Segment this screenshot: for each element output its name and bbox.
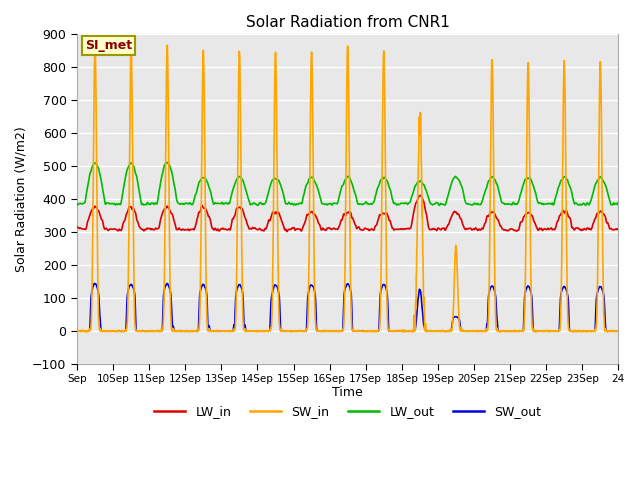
X-axis label: Time: Time — [332, 385, 363, 398]
Title: Solar Radiation from CNR1: Solar Radiation from CNR1 — [246, 15, 450, 30]
Y-axis label: Solar Radiation (W/m2): Solar Radiation (W/m2) — [15, 126, 28, 272]
Text: SI_met: SI_met — [85, 39, 132, 52]
Legend: LW_in, SW_in, LW_out, SW_out: LW_in, SW_in, LW_out, SW_out — [149, 400, 546, 423]
